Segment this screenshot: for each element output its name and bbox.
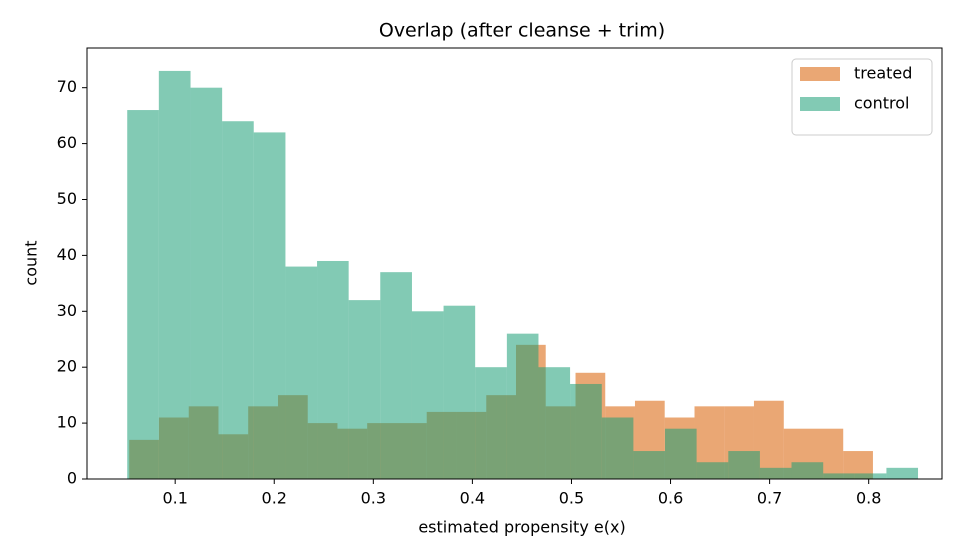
x-tick-label: 0.3 <box>361 489 386 508</box>
y-tick-label: 30 <box>57 301 77 320</box>
y-tick-label: 50 <box>57 189 77 208</box>
legend-swatch <box>800 97 840 111</box>
bar <box>759 467 792 479</box>
chart-title: Overlap (after cleanse + trim) <box>379 20 665 42</box>
bar <box>411 311 444 479</box>
x-tick-label: 0.8 <box>856 489 881 508</box>
bar <box>633 451 665 479</box>
y-tick-label: 10 <box>57 413 77 432</box>
y-axis-label: count <box>22 240 41 285</box>
x-tick-label: 0.1 <box>162 489 187 508</box>
bar <box>475 367 507 479</box>
bar <box>506 333 539 479</box>
y-tick-label: 20 <box>57 357 77 376</box>
y-tick-label: 60 <box>57 133 77 152</box>
bar <box>158 70 191 479</box>
bar <box>696 462 729 479</box>
x-axis-label: estimated propensity e(x) <box>418 518 625 537</box>
y-tick-label: 40 <box>57 245 77 264</box>
plot-frame <box>86 47 943 480</box>
bar <box>253 132 286 480</box>
bar <box>127 110 159 479</box>
bar <box>791 462 824 479</box>
bar <box>664 428 697 479</box>
bar <box>190 87 223 480</box>
x-tick-label: 0.4 <box>460 489 485 508</box>
legend-label: treated <box>854 64 912 83</box>
bar <box>380 272 412 479</box>
bar <box>728 451 760 479</box>
x-tick-label: 0.7 <box>757 489 782 508</box>
bar <box>854 473 887 479</box>
bar <box>823 473 855 479</box>
y-tick-label: 70 <box>57 77 77 96</box>
x-tick-label: 0.2 <box>262 489 287 508</box>
bar <box>886 467 919 479</box>
legend-label: control <box>854 94 909 113</box>
bar <box>285 266 318 479</box>
y-tick-label: 0 <box>67 469 77 488</box>
bar <box>538 367 571 479</box>
bar <box>570 383 602 479</box>
bar <box>601 417 634 479</box>
legend-swatch <box>800 67 840 81</box>
bar <box>317 260 349 479</box>
x-tick-label: 0.6 <box>658 489 683 508</box>
bar <box>222 121 254 479</box>
bar <box>348 300 381 479</box>
x-tick-label: 0.5 <box>559 489 584 508</box>
bar <box>443 305 476 479</box>
